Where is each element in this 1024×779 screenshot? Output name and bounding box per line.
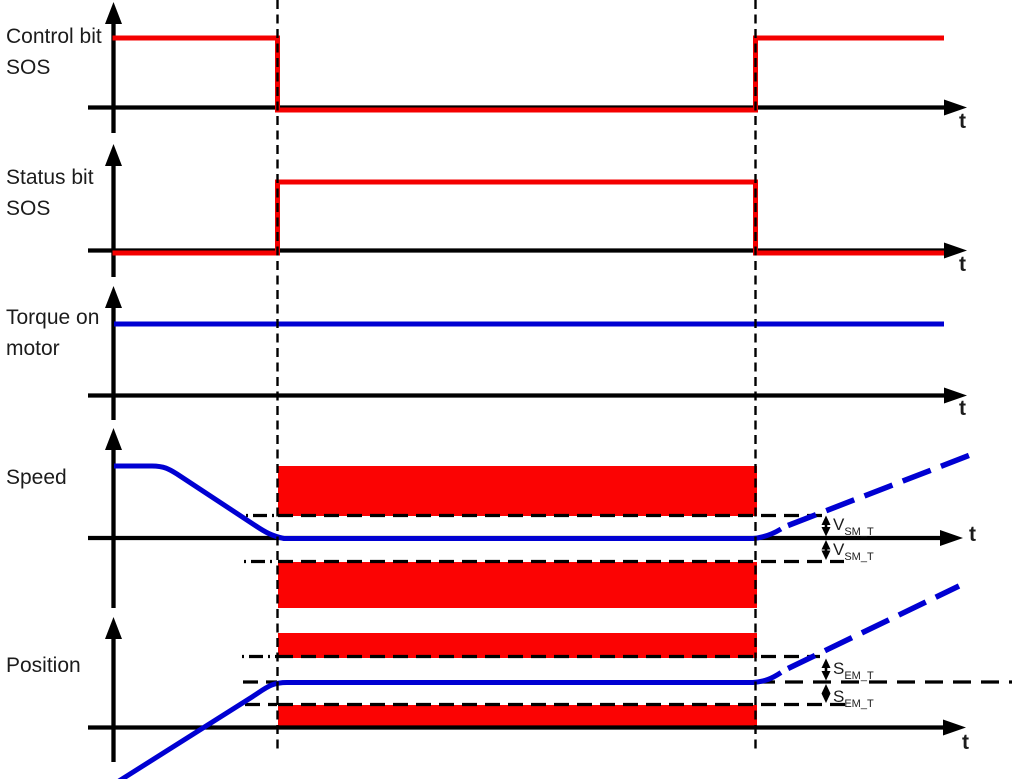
panel-label-status-bit-sos: Status bit SOS [6,162,94,224]
tolerance-subscript: EM_T [844,698,874,710]
panel-position [88,617,966,762]
time-axis-label-speed: t [969,523,976,546]
time-axis-label-status: t [959,253,966,276]
panel-label-position: Position [6,650,81,681]
position-lower-forbidden-zone [278,705,757,727]
position-upper-tolerance-arrow [821,658,831,681]
panel-label-control-bit-sos: Control bit SOS [6,21,102,83]
control-bit-signal [112,35,944,113]
y-axis-arrow-icon [105,286,122,308]
panel-label-torque-on-motor: Torque on motor [6,302,99,364]
panel-label-speed: Speed [6,462,67,493]
tolerance-symbol: S [833,687,845,706]
x-axis-arrow-icon [943,719,966,736]
panel-label-line: SOS [6,56,51,79]
y-axis-arrow-icon [105,428,122,450]
tolerance-subscript: SM_T [844,551,874,563]
tolerance-symbol: V [833,515,845,534]
tolerance-label-position-upper: SEM_T [833,660,874,682]
position-signal-projection [786,583,961,671]
panel-label-line: motor [6,337,60,360]
y-axis-arrow-icon [105,144,122,166]
tolerance-subscript: EM_T [844,670,874,682]
speed-signal [114,463,783,541]
tolerance-label-speed-upper: VSM_T [833,516,874,538]
tolerance-label-speed-lower: VSM_T [833,541,874,563]
x-axis-arrow-icon [944,99,967,116]
speed-upper-forbidden-zone [278,466,757,516]
x-axis-arrow-icon [940,530,963,546]
panel-label-line: Status bit [6,166,94,189]
speed-lower-tolerance-arrow [821,540,831,560]
x-axis-arrow-icon [944,387,967,404]
tolerance-subscript: SM_T [844,526,874,538]
tolerance-symbol: V [833,540,845,559]
speed-signal-projection [787,450,975,529]
tolerance-label-position-lower: SEM_T [833,688,874,710]
panel-label-line: SOS [6,197,51,220]
panel-status-bit-sos [88,144,967,277]
time-axis-label-control: t [959,110,966,133]
x-axis-arrow-icon [944,242,967,259]
panel-label-line: Speed [6,466,67,489]
panel-control-bit-sos [88,2,967,133]
status-bit-signal [112,179,944,256]
y-axis-arrow-icon [105,2,122,24]
panel-label-line: Control bit [6,25,102,48]
panel-label-line: Position [6,654,81,677]
position-upper-forbidden-zone [278,633,757,658]
speed-lower-forbidden-zone [278,562,757,608]
position-signal [117,670,783,779]
panel-torque-on-motor [88,286,967,420]
time-axis-label-torque: t [959,397,966,420]
position-lower-tolerance-arrow [821,684,831,703]
tolerance-symbol: S [833,659,845,678]
y-axis-arrow-icon [105,617,122,639]
speed-upper-tolerance-arrow [821,515,831,537]
panel-label-line: Torque on [6,306,100,329]
time-axis-label-position: t [962,731,969,754]
